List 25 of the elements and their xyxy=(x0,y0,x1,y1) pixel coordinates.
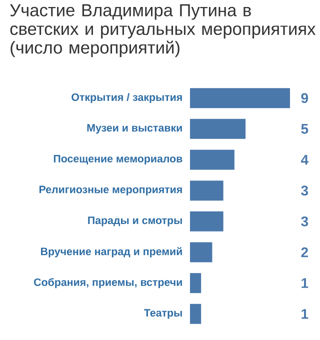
data-label: 1 xyxy=(302,309,308,319)
data-label: 1 xyxy=(302,278,308,288)
y-tick-label: Собрания, приемы, встречи xyxy=(34,278,182,288)
bar xyxy=(190,211,224,232)
bar xyxy=(190,150,234,170)
bar xyxy=(190,180,224,201)
bar xyxy=(190,273,202,294)
y-tick-label: Музеи и выставки xyxy=(87,124,182,134)
data-label: 2 xyxy=(301,247,308,258)
bar xyxy=(190,88,290,108)
y-tick-label: Религиозные мероприятия xyxy=(39,186,182,196)
data-label: 3 xyxy=(301,216,308,226)
data-label: 9 xyxy=(301,93,308,104)
data-label: 5 xyxy=(301,124,308,134)
y-tick-label: Вручение наград и премий xyxy=(41,247,182,258)
y-tick-label: Открытия / закрытия xyxy=(72,93,182,104)
bar xyxy=(190,242,212,262)
y-tick-label: Парады и смотры xyxy=(88,216,182,226)
y-tick-label: Посещение мемориалов xyxy=(54,154,182,165)
bar xyxy=(190,118,246,139)
data-label: 4 xyxy=(300,154,308,165)
bar xyxy=(190,304,202,324)
data-label: 3 xyxy=(301,186,308,196)
chart-title: Участие Владимира Путина в светских и ритуальных мероприятиях (число мероприятий) xyxy=(10,4,316,58)
y-tick-label: Театры xyxy=(144,309,182,319)
